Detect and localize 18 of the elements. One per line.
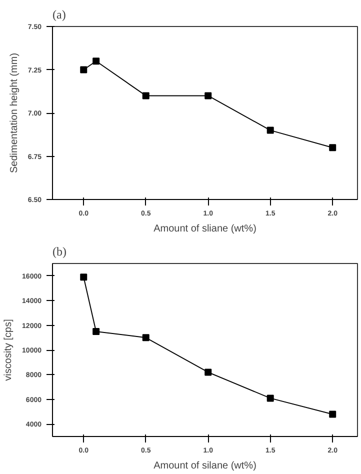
- point: [204, 368, 212, 376]
- point: [266, 394, 274, 402]
- y-axis-title: viscosity [cps]: [3, 318, 14, 381]
- x-axis-title: Amount of sliane (wt%): [154, 224, 256, 234]
- point: [142, 334, 150, 342]
- chart-title: (a): [52, 8, 66, 22]
- point: [80, 274, 88, 281]
- point: [329, 410, 336, 418]
- x-axis-title: Amount of silane (wt%): [154, 460, 256, 472]
- point: [266, 126, 274, 134]
- y-axis-title: Sedimentation height (mm): [8, 52, 20, 174]
- point: [142, 92, 150, 100]
- point: [80, 66, 88, 74]
- point: [92, 328, 100, 335]
- point: [92, 58, 100, 65]
- chart-title: (b): [52, 244, 66, 258]
- point: [204, 92, 212, 100]
- point: [329, 144, 336, 152]
